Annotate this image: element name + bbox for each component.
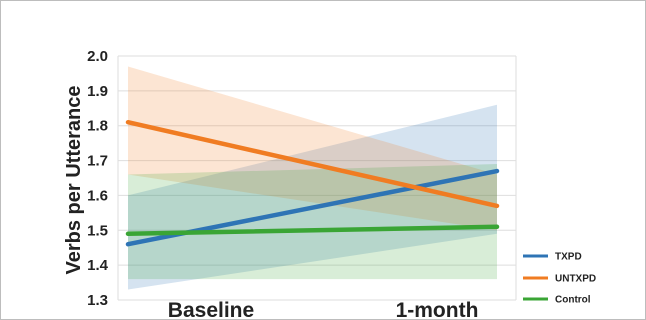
y-tick-label: 1.4: [87, 257, 109, 274]
legend: TXPD UNTXPD Control: [523, 252, 596, 306]
y-axis: 1.3 1.4 1.5 1.6 1.7 1.8 1.9 2.0: [87, 48, 109, 309]
confidence-bands: [128, 66, 497, 290]
confidence-band-control: [128, 164, 497, 280]
x-tick-label: Baseline: [168, 299, 254, 320]
legend-label-control: Control: [555, 295, 591, 306]
legend-label-untxpd: UNTXPD: [555, 274, 596, 285]
confidence-band-txpd: [128, 104, 497, 290]
y-tick-label: 1.3: [87, 292, 108, 309]
gridlines: [117, 55, 517, 301]
series-line-untxpd: [125, 119, 500, 209]
y-tick-label: 1.8: [87, 118, 108, 135]
y-tick-label: 1.7: [87, 153, 108, 170]
y-tick-label: 1.9: [87, 83, 108, 100]
y-tick-label: 1.5: [87, 222, 108, 239]
y-tick-label: 2.0: [87, 48, 108, 65]
x-axis-tick-labels: Baseline 1-month: [168, 299, 479, 320]
legend-label-txpd: TXPD: [555, 252, 582, 263]
y-tick-label: 1.6: [87, 187, 108, 204]
x-tick-label: 1-month: [396, 299, 479, 320]
series-line-control: [125, 224, 500, 237]
y-axis-label: Verbs per Utterance: [63, 86, 85, 275]
series-lines: [125, 119, 500, 247]
